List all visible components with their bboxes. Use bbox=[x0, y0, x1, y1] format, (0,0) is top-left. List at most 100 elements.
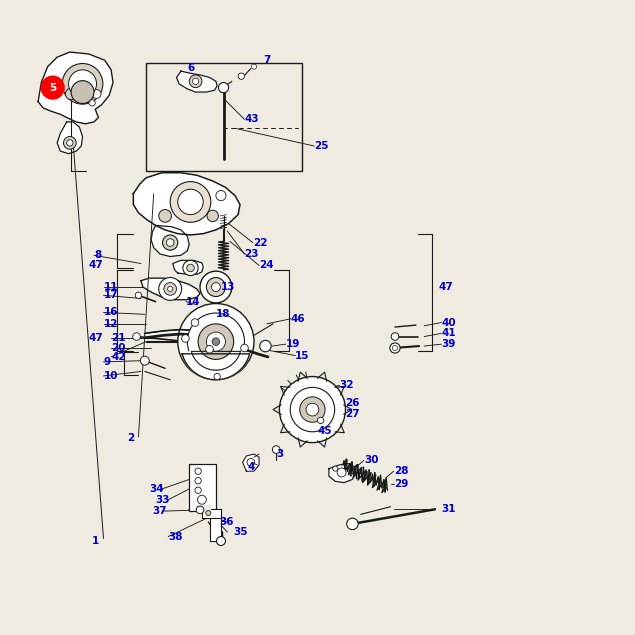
Text: 4: 4 bbox=[248, 462, 255, 472]
Circle shape bbox=[218, 83, 229, 93]
Text: 11: 11 bbox=[104, 282, 118, 292]
Polygon shape bbox=[133, 173, 240, 235]
Polygon shape bbox=[57, 122, 83, 154]
Text: 34: 34 bbox=[149, 484, 164, 494]
Text: 27: 27 bbox=[345, 409, 359, 419]
Polygon shape bbox=[173, 260, 203, 274]
Polygon shape bbox=[289, 387, 310, 403]
Circle shape bbox=[164, 283, 177, 295]
Circle shape bbox=[390, 343, 400, 353]
Circle shape bbox=[178, 304, 254, 380]
Circle shape bbox=[191, 319, 199, 326]
Circle shape bbox=[290, 387, 335, 432]
Circle shape bbox=[195, 468, 201, 474]
Text: 40: 40 bbox=[441, 318, 456, 328]
Text: 20: 20 bbox=[111, 343, 126, 353]
Text: 7: 7 bbox=[264, 55, 271, 65]
Bar bbox=[210, 509, 221, 541]
Circle shape bbox=[183, 260, 198, 276]
Circle shape bbox=[140, 356, 149, 365]
Circle shape bbox=[306, 403, 319, 416]
Text: 31: 31 bbox=[441, 504, 456, 514]
Text: 24: 24 bbox=[259, 260, 274, 271]
Text: 14: 14 bbox=[186, 297, 201, 307]
Circle shape bbox=[211, 283, 220, 291]
Circle shape bbox=[391, 333, 399, 340]
Circle shape bbox=[187, 313, 244, 370]
Text: 29: 29 bbox=[394, 479, 408, 489]
Circle shape bbox=[251, 64, 257, 69]
Text: 6: 6 bbox=[187, 63, 194, 73]
Polygon shape bbox=[38, 52, 113, 124]
Circle shape bbox=[260, 340, 271, 352]
Circle shape bbox=[182, 335, 189, 342]
Text: 17: 17 bbox=[104, 290, 118, 300]
Circle shape bbox=[159, 210, 171, 222]
Text: 30: 30 bbox=[364, 455, 378, 465]
Circle shape bbox=[69, 70, 97, 98]
Circle shape bbox=[200, 271, 232, 303]
Text: 15: 15 bbox=[295, 351, 310, 361]
Polygon shape bbox=[182, 351, 250, 380]
Circle shape bbox=[67, 140, 73, 146]
Circle shape bbox=[178, 189, 203, 215]
Text: 43: 43 bbox=[244, 114, 259, 124]
Text: 8: 8 bbox=[94, 250, 101, 260]
Circle shape bbox=[168, 286, 173, 291]
Circle shape bbox=[71, 81, 94, 104]
Text: 28: 28 bbox=[394, 466, 408, 476]
Circle shape bbox=[247, 458, 255, 466]
Circle shape bbox=[166, 239, 174, 246]
Text: 47: 47 bbox=[438, 282, 453, 292]
Circle shape bbox=[65, 88, 77, 100]
Circle shape bbox=[206, 277, 225, 297]
Polygon shape bbox=[141, 278, 200, 300]
Text: 21: 21 bbox=[111, 333, 126, 343]
Bar bbox=[146, 64, 302, 171]
Text: 46: 46 bbox=[291, 314, 305, 324]
Circle shape bbox=[195, 487, 201, 493]
Text: 25: 25 bbox=[314, 141, 329, 151]
Text: 2: 2 bbox=[127, 433, 134, 443]
Text: 9: 9 bbox=[104, 357, 110, 367]
Text: 39: 39 bbox=[441, 339, 456, 349]
Circle shape bbox=[192, 78, 199, 84]
Circle shape bbox=[198, 324, 234, 359]
Circle shape bbox=[62, 64, 103, 104]
Text: 12: 12 bbox=[104, 319, 118, 329]
Text: 42: 42 bbox=[111, 352, 126, 362]
Circle shape bbox=[216, 190, 226, 201]
Text: 16: 16 bbox=[104, 307, 118, 318]
Text: 26: 26 bbox=[345, 398, 359, 408]
Circle shape bbox=[197, 495, 206, 504]
Circle shape bbox=[318, 417, 324, 424]
Bar bbox=[196, 505, 210, 511]
Circle shape bbox=[337, 468, 346, 477]
Circle shape bbox=[207, 210, 218, 222]
Circle shape bbox=[189, 75, 202, 88]
Circle shape bbox=[212, 338, 220, 345]
Text: 35: 35 bbox=[234, 527, 248, 537]
Text: 18: 18 bbox=[216, 309, 231, 319]
Text: 3: 3 bbox=[276, 449, 283, 459]
Circle shape bbox=[217, 537, 225, 545]
Circle shape bbox=[89, 100, 95, 106]
Text: 47: 47 bbox=[89, 260, 104, 271]
Polygon shape bbox=[177, 71, 217, 92]
Circle shape bbox=[238, 73, 244, 79]
Text: 45: 45 bbox=[318, 425, 332, 436]
Circle shape bbox=[135, 292, 142, 298]
Text: 38: 38 bbox=[168, 531, 183, 542]
Circle shape bbox=[196, 506, 204, 514]
Polygon shape bbox=[151, 225, 189, 257]
Polygon shape bbox=[145, 330, 225, 342]
Text: 37: 37 bbox=[152, 506, 167, 516]
Circle shape bbox=[272, 446, 280, 453]
Text: 33: 33 bbox=[156, 495, 170, 505]
Circle shape bbox=[241, 344, 248, 352]
Circle shape bbox=[187, 264, 194, 272]
Text: 47: 47 bbox=[89, 333, 104, 343]
Text: 36: 36 bbox=[219, 517, 234, 527]
Circle shape bbox=[41, 76, 64, 99]
Circle shape bbox=[92, 90, 101, 98]
